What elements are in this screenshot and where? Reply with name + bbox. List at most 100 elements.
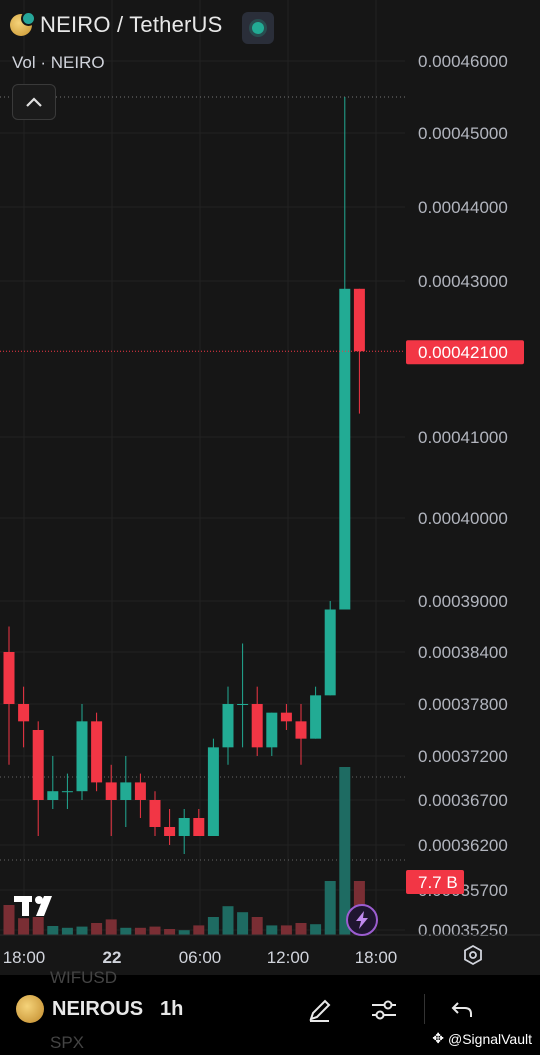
time-axis-label: 18:00 [3,948,46,967]
volume-bar [120,927,132,935]
volume-bar [76,926,88,935]
price-axis-label: 0.00045000 [418,124,508,143]
volume-bar [207,917,219,935]
collapse-legend-button[interactable] [12,84,56,120]
candle-body [353,288,365,352]
pencil-icon [309,999,331,1022]
candle-body [134,782,146,800]
price-axis-label: 0.00041000 [418,428,508,447]
price-axis-label: 0.00044000 [418,198,508,217]
candle-body [164,827,176,836]
volume-tag [406,870,464,894]
chart-header: NEIRO / TetherUS [10,11,223,38]
candle-body [3,652,15,704]
candle-body [178,818,190,836]
symbol-title[interactable]: NEIRO / TetherUS [40,12,223,37]
candle-body [251,704,263,748]
candle-body [47,791,59,800]
candlestick-chart[interactable]: 0.00046000 0.00045000 0.00044000 0.00043000… [0,0,540,975]
interval-button[interactable]: 1h [160,998,184,1020]
undo-icon [451,1002,472,1017]
candle-body [280,712,292,722]
candle-body [295,721,307,739]
chevron-up-icon [26,97,42,107]
neiro-coin-icon [10,11,36,36]
price-axis-label: 0.00037200 [418,747,508,766]
candle-body [61,791,73,793]
symbol-label: NEIROUS [52,997,144,1020]
volume-bar [91,923,103,935]
settings-hexagon-icon[interactable] [462,944,484,971]
toolbar-divider [424,994,425,1024]
price-axis-label: 0.00035250 [418,921,508,940]
signal-icon: ✥ [432,1030,444,1046]
volume-bar [61,927,73,935]
price-axis-label: 0.00037800 [418,695,508,714]
faded-symbol-below: SPX [50,1033,85,1052]
candle-body [120,782,132,800]
candle-body [149,800,161,827]
candle-body [207,747,219,836]
time-axis-label: 12:00 [267,948,310,967]
market-open-dot-icon [252,22,264,34]
sliders-icon [372,1000,396,1020]
time-axis-label: 06:00 [179,948,222,967]
volume-bar [324,881,336,935]
price-axis-label: 0.00038400 [418,643,508,662]
volume-bar [266,925,278,935]
candle-body [266,712,278,748]
volume-label: 7.7 B [418,873,458,892]
price-axis-label: 0.00043000 [418,272,508,291]
candle-body [339,288,351,610]
candle-body [193,818,205,836]
candle-body [91,721,103,783]
draw-button[interactable] [302,992,338,1028]
volume-legend: Vol · NEIRO [12,53,105,72]
volume-bar [237,912,249,935]
current-price-tag [406,340,524,365]
undo-button[interactable] [444,992,480,1028]
price-axis-label: 0.00040000 [418,509,508,528]
price-axis-label: 0.00036200 [418,836,508,855]
volume-bar [295,923,307,935]
volume-bar [105,919,117,935]
candle-body [105,782,117,800]
price-axis-label: 0.00046000 [418,52,508,71]
volume-bar [178,930,190,935]
indicators-button[interactable] [366,992,402,1028]
time-axis-label: 18:00 [355,948,398,967]
faded-symbol-above: WIFUSD [50,968,118,987]
watermark: ✥ @SignalVault [432,1030,532,1047]
candle-body [324,609,336,696]
volume-bar [32,917,44,935]
lightning-icon[interactable] [346,904,378,936]
symbol-selector[interactable]: NEIROUS [16,995,143,1023]
candle-body [32,730,44,800]
volume-bar [339,767,351,935]
candle-body [222,704,234,748]
bottom-toolbar [0,975,540,1055]
volume-bar [280,925,292,935]
volume-bar [149,926,161,935]
volume-bar [3,905,15,935]
volume-bar [18,918,30,935]
watermark-text: @SignalVault [448,1030,532,1047]
volume-bar [251,917,263,935]
candle-body [237,704,249,705]
price-axis-label: 0.00036700 [418,791,508,810]
volume-bar [47,926,59,935]
candle-body [76,721,88,792]
volume-bar [134,927,146,935]
current-price-label: 0.00042100 [418,343,508,362]
chart-area[interactable]: 0.00046000 0.00045000 0.00044000 0.00043000… [0,0,540,975]
market-status-button[interactable] [242,12,274,44]
volume-bar [310,924,322,935]
neiro-coin-icon [16,995,44,1023]
candle-body [310,695,322,739]
time-axis-label: 22 [103,948,122,967]
volume-bar [164,929,176,935]
tradingview-logo-icon[interactable] [14,892,60,925]
volume-bar [222,906,234,935]
candle-body [18,704,30,722]
price-axis-label: 0.00039000 [418,592,508,611]
